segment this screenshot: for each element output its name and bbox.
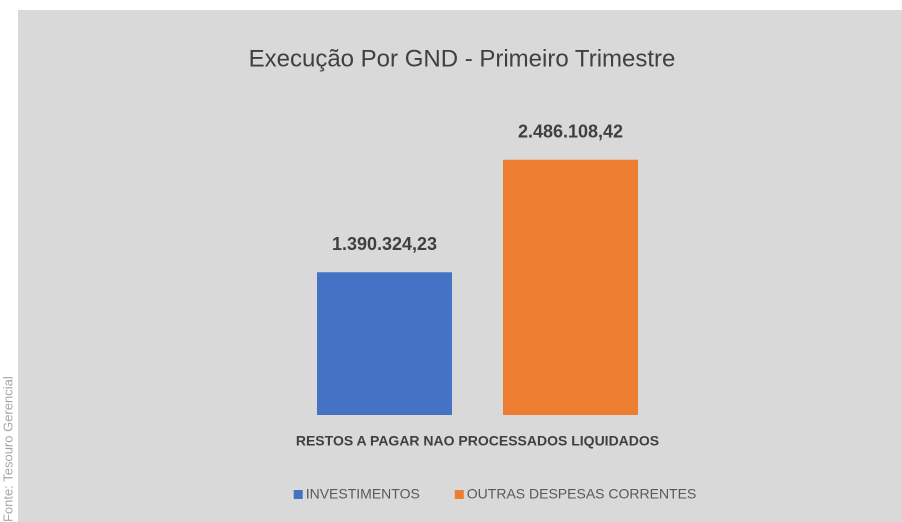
chart-title: Execução Por GND - Primeiro Trimestre bbox=[249, 45, 676, 72]
legend-label: INVESTIMENTOS bbox=[306, 486, 420, 502]
source-note: Fonte: Tesouro Gerencial bbox=[0, 376, 15, 522]
legend-swatch bbox=[293, 490, 303, 499]
bar bbox=[317, 272, 452, 415]
chart-background bbox=[18, 10, 902, 522]
data-label: 2.486.108,42 bbox=[518, 122, 623, 142]
bar bbox=[503, 159, 638, 415]
x-category-label: RESTOS A PAGAR NAO PROCESSADOS LIQUIDADO… bbox=[296, 433, 659, 449]
legend-label: OUTRAS DESPESAS CORRENTES bbox=[467, 486, 697, 502]
legend-swatch bbox=[454, 490, 464, 499]
data-label: 1.390.324,23 bbox=[332, 234, 437, 254]
